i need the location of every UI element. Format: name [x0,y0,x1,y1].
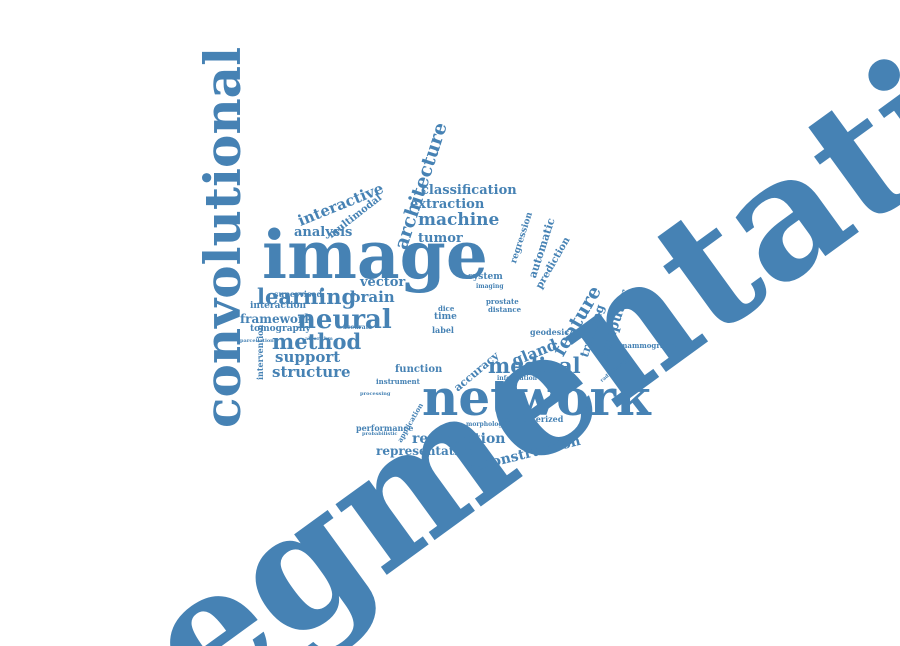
word-extraction: extraction [410,198,484,211]
word-representation: representation [376,445,476,457]
word-time: time [434,313,457,322]
word-distance: distance [488,306,521,313]
word-label: label [432,326,454,334]
word-computerized: computerized [502,415,563,423]
word-information: information [497,376,537,382]
word-probabilistic: probabilistic [362,432,397,437]
word-system: system [468,273,503,282]
word-morphology: morphology [466,422,506,428]
word-convolutional: convolutional [198,47,248,428]
word-parcellation: parcellation [240,339,274,344]
word-algorithm: algorithm [305,337,333,342]
word-instrument: instrument [376,378,420,385]
word-brain: brain [350,290,395,305]
word-supervised: supervised [274,290,322,298]
word-accurate: accurate [343,325,372,331]
word-geodesic: geodesic [530,328,569,336]
word-machine: machine [418,212,499,229]
word-segmentation: segmentation [40,0,900,646]
word-structure: structure [272,365,351,380]
word-dice: dice [438,305,454,312]
word-interaction: interaction [250,302,306,311]
word-imaging: imaging [476,284,504,290]
word-prostate: prostate [486,298,519,305]
word-processing: processing [360,392,390,397]
word-function: function [395,365,442,375]
word-mammography: mammography [620,342,679,349]
word-tumor: tumor [418,232,463,245]
word-classification: classification [421,184,517,197]
word-intervention: intervention [256,325,264,380]
